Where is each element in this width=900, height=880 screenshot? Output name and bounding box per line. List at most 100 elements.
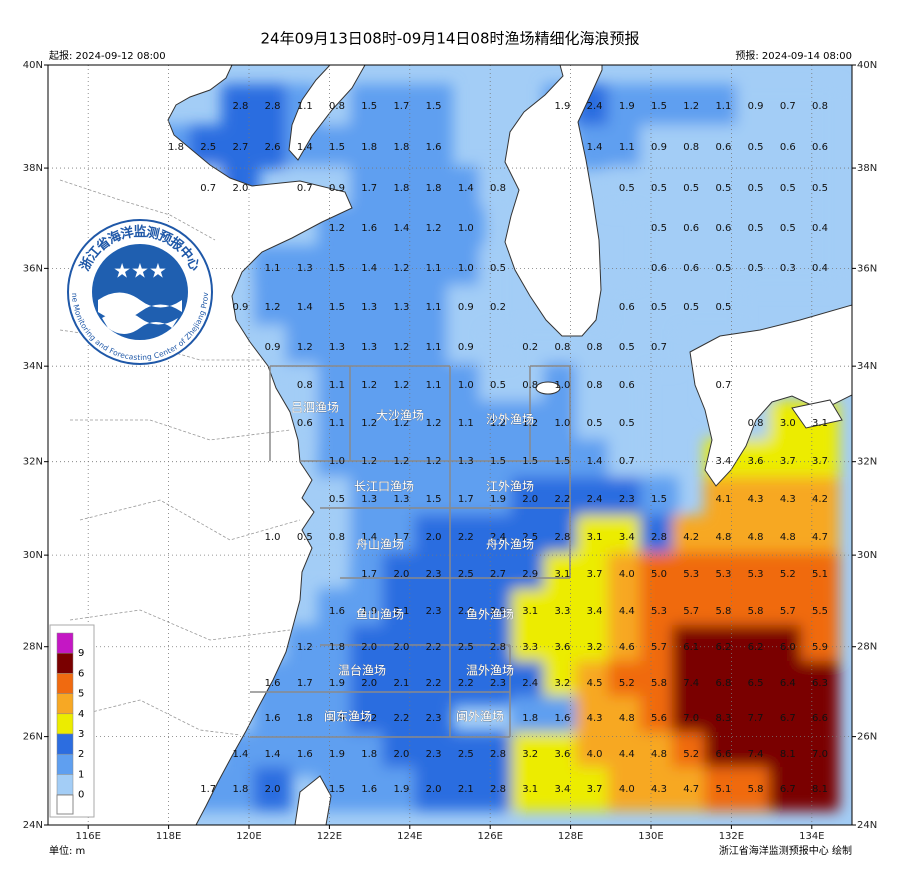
wave-cell xyxy=(318,285,356,329)
wave-cell xyxy=(704,515,743,559)
legend-label: 3 xyxy=(78,729,84,740)
wave-height-label: 0.7 xyxy=(200,183,216,194)
unit-label: 单位: m xyxy=(49,844,85,857)
legend-swatch xyxy=(56,713,74,735)
wave-height-label: 0.8 xyxy=(522,380,538,391)
wave-cell xyxy=(704,166,743,210)
wave-height-label: 2.5 xyxy=(458,749,474,760)
wave-cell xyxy=(318,477,356,521)
legend-swatch xyxy=(56,693,74,715)
wave-height-label: 8.1 xyxy=(812,784,828,795)
wave-height-label: 1.1 xyxy=(619,142,635,153)
lon-tick-label: 122E xyxy=(317,831,342,842)
wave-height-label: 0.5 xyxy=(683,183,699,194)
wave-height-label: 5.1 xyxy=(812,569,828,580)
wave-cell xyxy=(607,767,646,811)
wave-cell xyxy=(446,285,485,329)
wave-cell xyxy=(768,84,807,128)
lon-tick-label: 118E xyxy=(156,831,181,842)
wave-cell xyxy=(736,552,775,596)
lat-tick-label: 38N xyxy=(23,163,43,174)
wave-height-label: 4.3 xyxy=(587,713,603,724)
wave-cell xyxy=(768,767,807,811)
wave-height-label: 1.3 xyxy=(458,456,474,467)
wave-height-label: 1.8 xyxy=(522,713,538,724)
wave-cell xyxy=(768,166,807,210)
wave-cell xyxy=(801,515,839,559)
wave-cell xyxy=(575,363,614,407)
wave-height-label: 0.5 xyxy=(651,302,667,313)
wave-cell xyxy=(640,285,678,329)
wave-cell xyxy=(511,767,550,811)
wave-height-label: 1.2 xyxy=(297,642,313,653)
wave-height-label: 1.0 xyxy=(458,380,474,391)
wave-cell xyxy=(446,477,485,521)
wave-cell xyxy=(768,206,807,250)
wave-height-label: 6.8 xyxy=(715,678,731,689)
wave-cell xyxy=(446,166,485,210)
wave-height-label: 2.0 xyxy=(393,642,409,653)
legend-swatch xyxy=(56,733,74,755)
wave-cell xyxy=(446,552,485,596)
legend-items: 9 6 5 4 3 2 1 0 xyxy=(56,632,84,801)
wave-height-label: 2.0 xyxy=(522,494,538,505)
wave-height-label: 3.1 xyxy=(587,532,603,543)
wave-height-label: 7.4 xyxy=(748,749,764,760)
wave-height-label: 0.8 xyxy=(587,342,603,353)
wave-height-label: 0.5 xyxy=(651,223,667,234)
wave-height-label: 2.2 xyxy=(458,532,474,543)
wave-cell xyxy=(382,325,421,369)
wave-cell xyxy=(801,552,839,596)
wave-height-label: 0.6 xyxy=(683,263,699,274)
wave-height-label: 6.2 xyxy=(748,642,764,653)
wave-height-label: 1.3 xyxy=(361,494,377,505)
wave-cell xyxy=(736,767,775,811)
wave-height-label: 6.2 xyxy=(715,642,731,653)
wave-cell xyxy=(414,477,453,521)
wave-height-label: 2.4 xyxy=(587,101,603,112)
legend-swatch xyxy=(56,753,74,775)
wave-height-label: 2.4 xyxy=(587,494,603,505)
wave-cell xyxy=(253,767,292,811)
wave-height-label: 2.3 xyxy=(490,678,506,689)
wave-height-label: 2.2 xyxy=(426,642,442,653)
wave-cell xyxy=(607,477,646,521)
wave-cell xyxy=(221,767,260,811)
wave-cell xyxy=(414,166,453,210)
wave-cell xyxy=(511,515,550,559)
wave-cell xyxy=(768,552,807,596)
wave-cell xyxy=(350,166,389,210)
wave-height-label: 5.7 xyxy=(780,606,796,617)
wave-height-label: 1.8 xyxy=(393,142,409,153)
wave-cell xyxy=(446,325,485,369)
wave-height-label: 6.5 xyxy=(748,678,764,689)
wave-height-label: 0.4 xyxy=(812,263,828,274)
wave-height-label: 0.6 xyxy=(651,263,667,274)
wave-cell xyxy=(640,166,678,210)
wave-height-label: 2.8 xyxy=(490,642,506,653)
wave-cell xyxy=(350,552,389,596)
wave-height-label: 1.8 xyxy=(393,183,409,194)
wave-height-label: 1.9 xyxy=(361,606,377,617)
wave-height-label: 0.5 xyxy=(748,263,764,274)
wave-cell xyxy=(479,767,517,811)
wave-height-label: 1.8 xyxy=(297,713,313,724)
wave-height-label: 2.7 xyxy=(490,569,506,580)
lon-tick-label: 124E xyxy=(397,831,422,842)
wave-height-label: 2.2 xyxy=(393,713,409,724)
wave-height-label: 2.8 xyxy=(490,749,506,760)
wave-height-label: 3.6 xyxy=(748,456,764,467)
wave-height-label: 1.4 xyxy=(232,749,248,760)
wave-height-label: 1.6 xyxy=(426,142,442,153)
wave-height-label: 0.8 xyxy=(297,380,313,391)
wave-height-label: 2.7 xyxy=(232,142,248,153)
wave-height-label: 0.8 xyxy=(329,101,345,112)
wave-cell xyxy=(607,125,646,169)
liaodong xyxy=(288,65,366,161)
wave-height-label: 0.6 xyxy=(715,142,731,153)
wave-height-label: 0.5 xyxy=(651,183,667,194)
wave-height-label: 1.4 xyxy=(587,142,603,153)
wave-cell xyxy=(704,552,743,596)
wave-cell xyxy=(414,206,453,250)
wave-height-label: 0.5 xyxy=(748,223,764,234)
